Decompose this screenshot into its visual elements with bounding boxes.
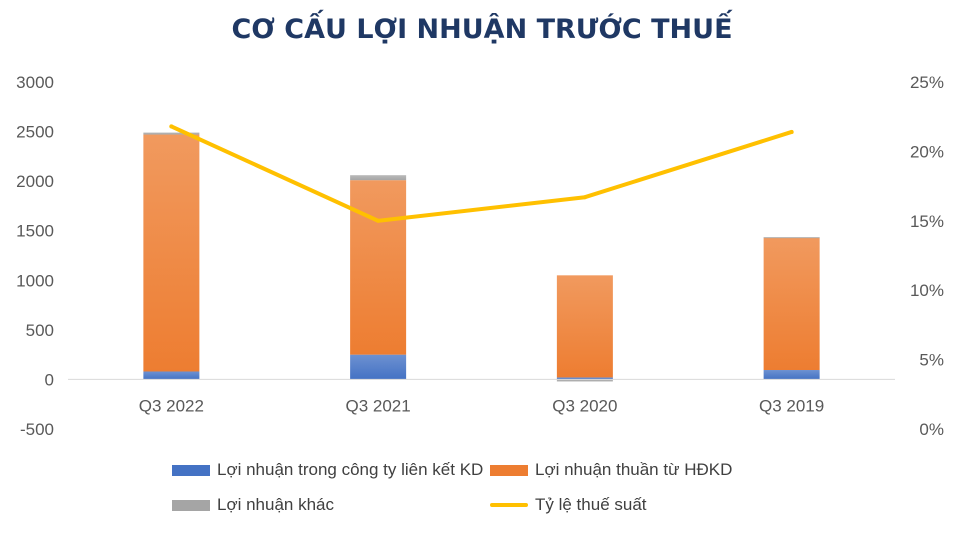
category-labels: Q3 2022 Q3 2021 Q3 2020 Q3 2019 <box>139 396 824 415</box>
line-series-group <box>169 124 794 223</box>
left-tick-label: 1000 <box>16 271 54 290</box>
bar-segment[interactable] <box>556 275 613 378</box>
tax-rate-point[interactable] <box>582 195 587 200</box>
bar-segment[interactable] <box>350 354 407 380</box>
right-axis-ticks: 25% 20% 15% 10% 5% 0% <box>910 73 944 439</box>
left-tick-label: 2500 <box>16 123 54 142</box>
bar-segment[interactable] <box>556 377 613 380</box>
left-tick-label: 2000 <box>16 172 54 191</box>
chart-title: CƠ CẤU LỢI NHUẬN TRƯỚC THUẾ <box>231 14 733 45</box>
tax-rate-point[interactable] <box>789 129 794 134</box>
right-tick-label: 25% <box>910 73 944 92</box>
left-tick-label: 1500 <box>16 222 54 241</box>
bar-segment[interactable] <box>143 371 200 380</box>
bar-segment[interactable] <box>763 237 820 371</box>
left-axis-ticks: 3000 2500 2000 1500 1000 500 0 -500 <box>16 73 54 439</box>
category-label: Q3 2021 <box>346 396 411 415</box>
right-tick-label: 0% <box>919 420 944 439</box>
category-label: Q3 2020 <box>552 396 617 415</box>
tax-rate-line[interactable] <box>169 124 794 223</box>
bar-segment[interactable] <box>350 175 407 181</box>
category-label: Q3 2022 <box>139 396 204 415</box>
left-tick-label: 3000 <box>16 73 54 92</box>
category-label: Q3 2019 <box>759 396 824 415</box>
right-tick-label: 10% <box>910 281 944 300</box>
tax-rate-point[interactable] <box>169 124 174 129</box>
left-tick-label: 0 <box>45 370 54 389</box>
right-tick-label: 20% <box>910 142 944 161</box>
bar-segment[interactable] <box>763 237 820 239</box>
bar-segment[interactable] <box>143 134 200 372</box>
right-tick-label: 5% <box>919 351 944 370</box>
right-tick-label: 15% <box>910 212 944 231</box>
bar-segment[interactable] <box>350 180 407 355</box>
bar-segment[interactable] <box>763 370 820 380</box>
bar-series-group <box>143 132 820 382</box>
bar-segment[interactable] <box>143 132 200 135</box>
tax-rate-point[interactable] <box>376 218 381 223</box>
left-tick-label: 500 <box>26 321 54 340</box>
bar-segment[interactable] <box>556 379 613 382</box>
left-tick-label: -500 <box>20 420 54 439</box>
